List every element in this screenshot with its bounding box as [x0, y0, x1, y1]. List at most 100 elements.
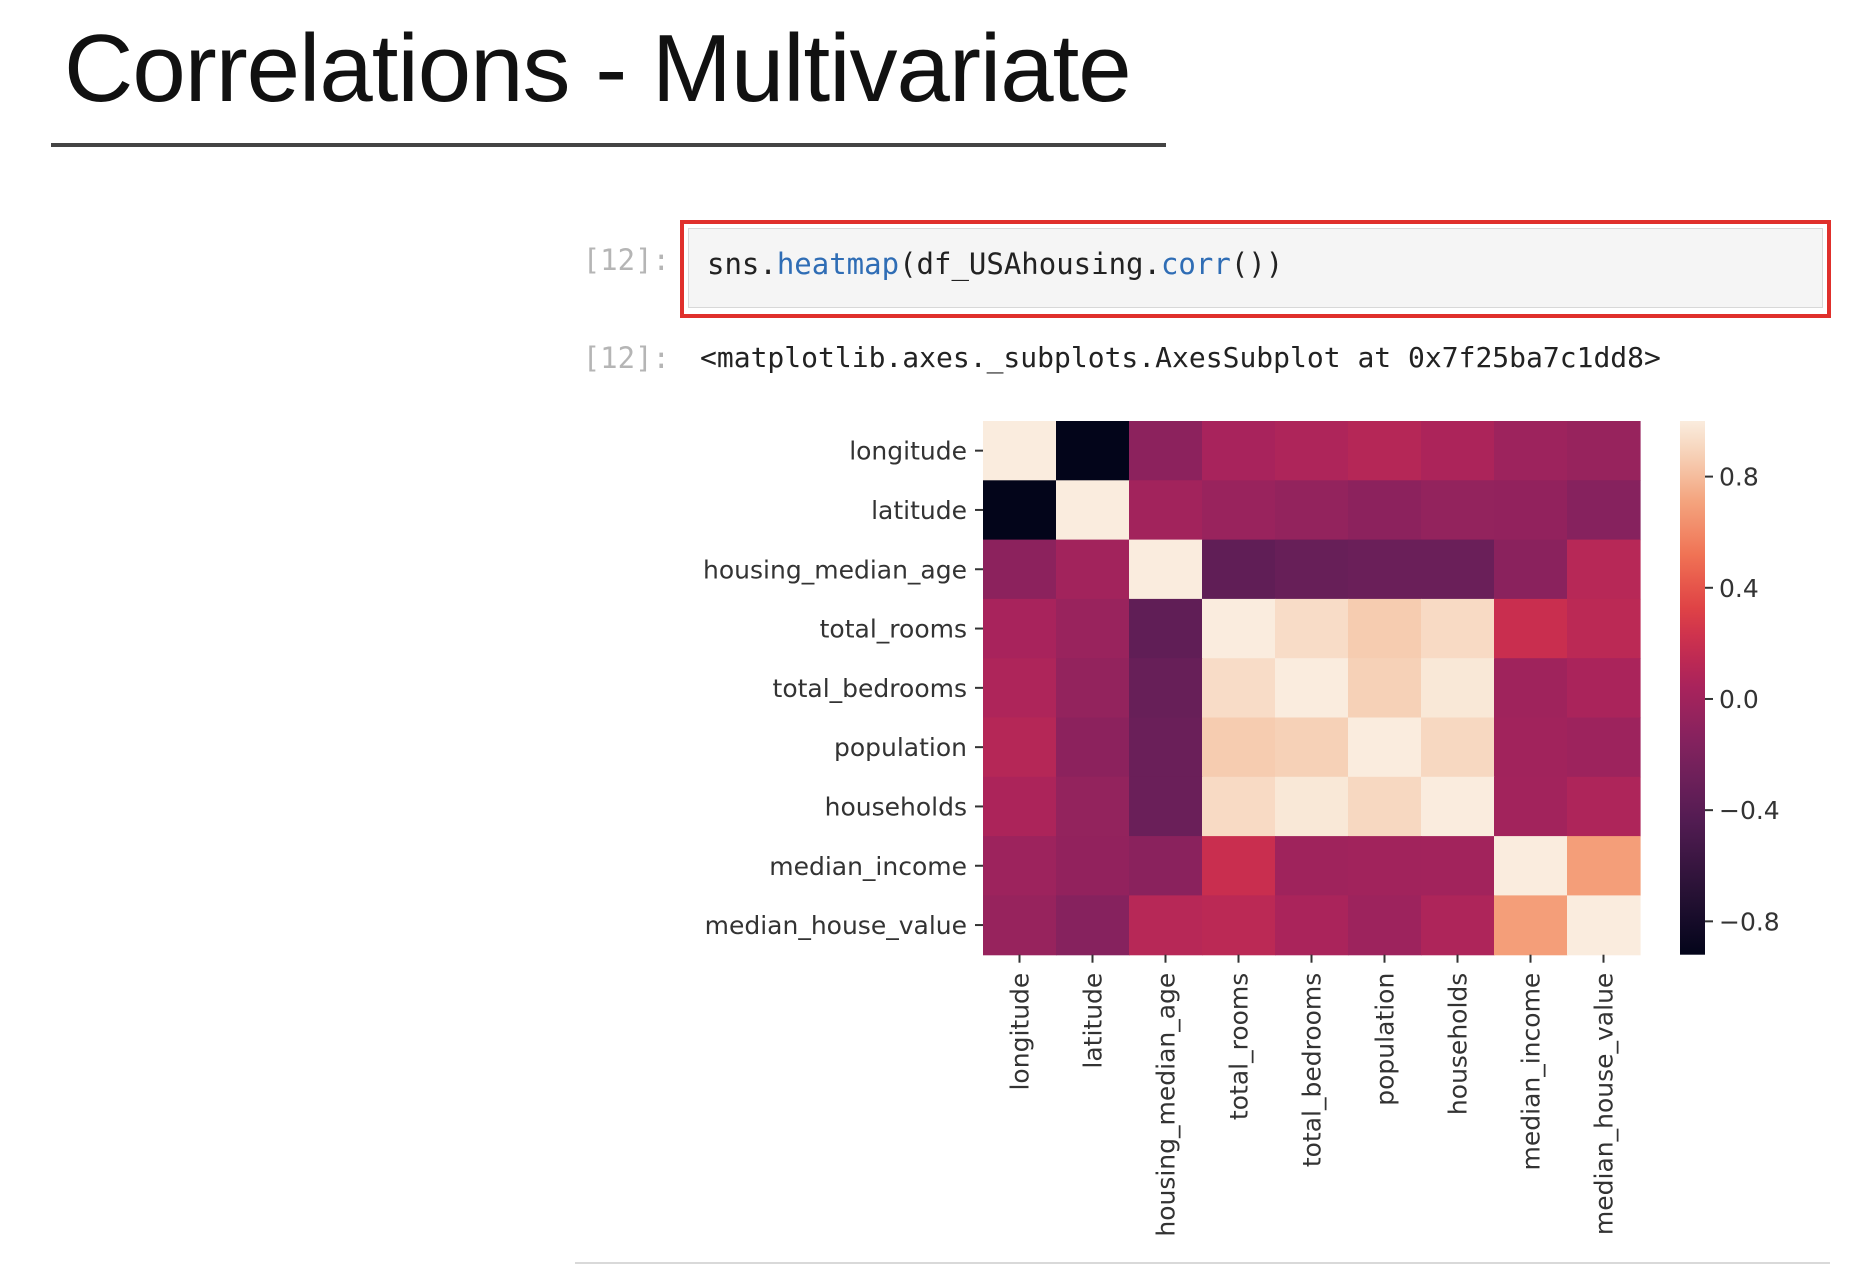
heatmap-cell	[1494, 658, 1568, 719]
heatmap-cell	[983, 598, 1057, 659]
heatmap-cell	[983, 421, 1057, 481]
heatmap-cell	[983, 480, 1057, 541]
code-editor[interactable]: sns.heatmap(df_USAhousing.corr())	[688, 228, 1823, 308]
x-tick-label: housing_median_age	[1152, 973, 1181, 1237]
heatmap-cell	[1421, 539, 1495, 600]
heatmap-cell	[1421, 598, 1495, 659]
heatmap-cell	[1494, 480, 1568, 541]
heatmap-cell	[1202, 776, 1276, 837]
heatmap-cell	[983, 836, 1057, 896]
heatmap-cell	[1494, 539, 1568, 600]
heatmap-cell	[1494, 776, 1568, 837]
x-tick-label: longitude	[1006, 973, 1035, 1091]
heatmap-cell	[1202, 895, 1276, 956]
heatmap-cell	[1494, 598, 1568, 659]
heatmap-cell	[1275, 421, 1349, 481]
heatmap-cell	[1202, 480, 1276, 541]
x-tick-label: total_rooms	[1225, 973, 1254, 1120]
code-cell[interactable]: sns.heatmap(df_USAhousing.corr())	[680, 220, 1831, 318]
y-tick-label: median_income	[769, 852, 967, 881]
x-tick-label: median_house_value	[1590, 973, 1619, 1235]
heatmap-cell	[1348, 717, 1422, 778]
heatmap-cell	[1421, 717, 1495, 778]
heatmap-cell	[1421, 836, 1495, 896]
colorbar-tick-label: 0.0	[1719, 685, 1759, 714]
heatmap-cells	[983, 421, 1641, 956]
heatmap-cell	[1129, 776, 1203, 837]
x-tick-label: median_income	[1517, 973, 1546, 1171]
heatmap-cell	[1202, 658, 1276, 719]
heatmap-cell	[1421, 421, 1495, 481]
x-tick-label: households	[1444, 973, 1473, 1115]
heatmap-cell	[1129, 421, 1203, 481]
heatmap-cell	[1348, 658, 1422, 719]
code-token-arg-start: (df_USAhousing.	[899, 247, 1161, 281]
heatmap-cell	[1202, 598, 1276, 659]
heatmap-cell	[1275, 598, 1349, 659]
heatmap-cell	[1567, 717, 1641, 778]
heatmap-cell	[1348, 480, 1422, 541]
code-token-method: corr	[1160, 247, 1231, 281]
heatmap-cell	[1348, 598, 1422, 659]
heatmap-cell	[1421, 658, 1495, 719]
heatmap-cell	[1348, 836, 1422, 896]
heatmap-cell	[983, 717, 1057, 778]
heatmap-cell	[1129, 658, 1203, 719]
y-tick-label: households	[825, 792, 967, 821]
colorbar-tick-label: 0.4	[1719, 574, 1759, 603]
heatmap-cell	[1275, 717, 1349, 778]
heatmap-cell	[1202, 421, 1276, 481]
x-tick-label: latitude	[1079, 973, 1108, 1069]
heatmap-cell	[1275, 776, 1349, 837]
heatmap-cell	[983, 658, 1057, 719]
x-tick-label: total_bedrooms	[1298, 973, 1327, 1167]
heatmap-cell	[1348, 421, 1422, 481]
heatmap-cell	[983, 895, 1057, 956]
heatmap-cell	[1129, 598, 1203, 659]
heatmap-cell	[1056, 658, 1130, 719]
heatmap-cell	[1202, 539, 1276, 600]
code-token-obj: sns.	[707, 247, 777, 281]
heatmap-cell	[1567, 480, 1641, 541]
heatmap-cell	[1275, 658, 1349, 719]
heatmap-cell	[1275, 836, 1349, 896]
y-tick-label: median_house_value	[705, 911, 967, 940]
heatmap-cell	[1056, 717, 1130, 778]
input-prompt: [12]:	[582, 243, 670, 277]
heatmap-cell	[1567, 836, 1641, 896]
heatmap-cell	[1494, 836, 1568, 896]
y-tick-label: total_rooms	[820, 615, 967, 644]
heatmap-cell	[1056, 539, 1130, 600]
heatmap-cell	[1275, 895, 1349, 956]
heatmap-cell	[1129, 895, 1203, 956]
heatmap-cell	[1567, 776, 1641, 837]
heatmap-cell	[1567, 598, 1641, 659]
heatmap-cell	[1056, 836, 1130, 896]
title-underline	[51, 143, 1166, 147]
y-tick-label: longitude	[849, 437, 967, 466]
colorbar-tick-label: 0.8	[1719, 463, 1759, 492]
heatmap-cell	[1275, 539, 1349, 600]
colorbar-gradient	[1680, 421, 1705, 955]
colorbar: 0.8 0.4 0.0 −0.4 −0.8	[1680, 421, 1780, 955]
heatmap-cell	[1348, 776, 1422, 837]
heatmap-cell	[983, 539, 1057, 600]
colorbar-tick-label: −0.4	[1719, 796, 1780, 825]
heatmap-cell	[1056, 421, 1130, 481]
heatmap-cell	[1129, 539, 1203, 600]
y-tick-labels: longitude latitude housing_median_agetotal…	[703, 437, 983, 940]
heatmap-cell	[1129, 717, 1203, 778]
y-tick-label: housing_median_age	[703, 555, 967, 584]
y-tick-label: latitude	[871, 496, 967, 525]
x-tick-labels: longitude latitude housing_median_age total…	[1006, 954, 1619, 1237]
heatmap-cell	[1348, 539, 1422, 600]
heatmap-cell	[1567, 658, 1641, 719]
heatmap-cell	[1202, 836, 1276, 896]
heatmap-cell	[1129, 480, 1203, 541]
heatmap-cell	[1494, 895, 1568, 956]
output-text: <matplotlib.axes._subplots.AxesSubplot a…	[700, 341, 1661, 374]
colorbar-tick-label: −0.8	[1719, 907, 1780, 936]
code-token-arg-end: ())	[1230, 247, 1284, 281]
x-tick-label: population	[1371, 973, 1400, 1106]
